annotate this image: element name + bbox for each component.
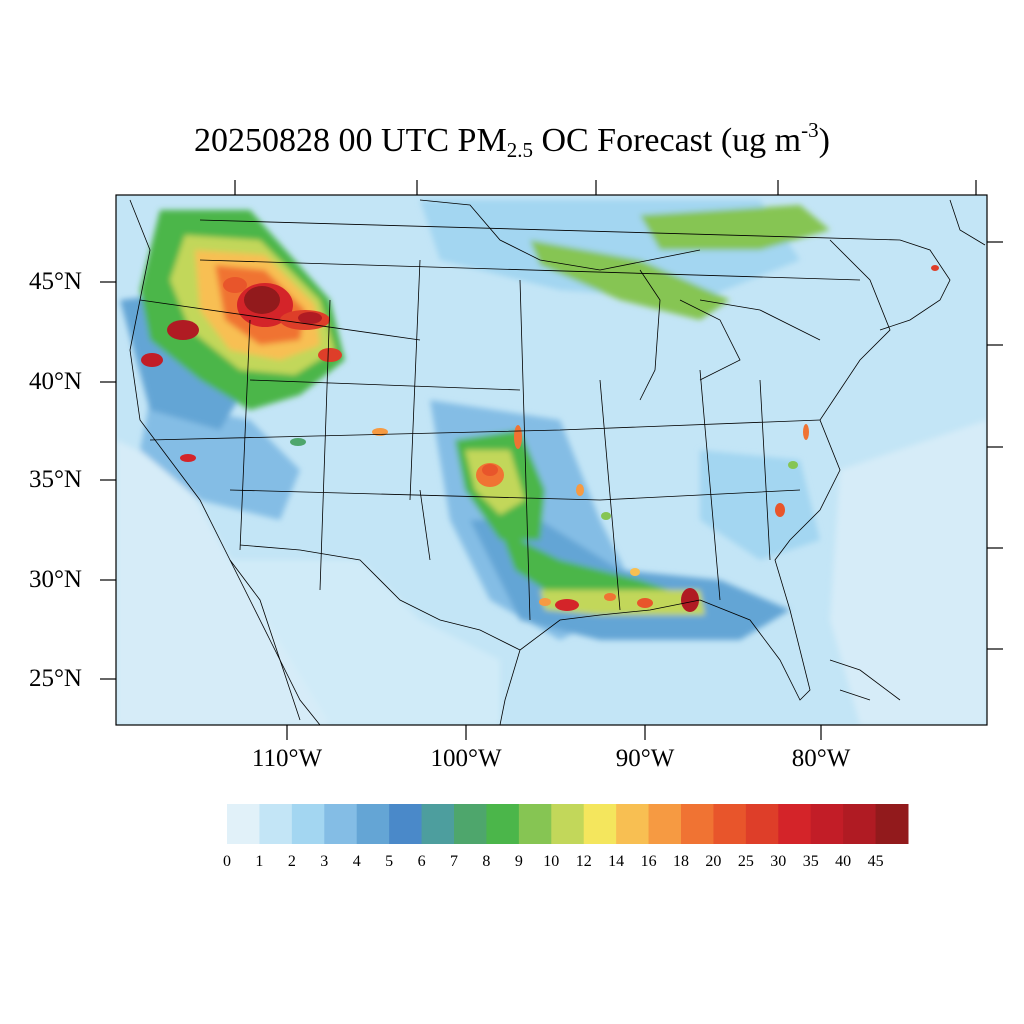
- colorbar-label: 20: [705, 853, 722, 870]
- colorbar-swatch: [486, 804, 520, 844]
- colorbar-label: 9: [514, 853, 523, 870]
- colorbar-label: 1: [255, 853, 264, 870]
- colorbar: [227, 804, 909, 844]
- colorbar-swatch: [389, 804, 423, 844]
- chart-title: 20250828 00 UTC PM2.5 OC Forecast (ug m-…: [194, 118, 830, 162]
- colorbar-swatch: [259, 804, 293, 844]
- lat-label-45n: 45°N: [28, 268, 82, 295]
- colorbar-label: 30: [770, 853, 787, 870]
- colorbar-swatch: [583, 804, 617, 844]
- colorbar-label: 14: [608, 853, 625, 870]
- colorbar-swatch: [713, 804, 747, 844]
- lat-label-35n: 35°N: [28, 466, 82, 493]
- lon-label-90w: 90°W: [615, 745, 675, 772]
- colorbar-swatch: [681, 804, 714, 844]
- map-frame: [115, 194, 988, 726]
- concentration-field: [116, 195, 987, 725]
- colorbar-swatch: [616, 804, 650, 844]
- map-ticks: [100, 180, 1003, 740]
- colorbar-label: 0: [223, 853, 231, 870]
- colorbar-label: 10: [543, 853, 560, 870]
- lon-label-80w: 80°W: [791, 745, 851, 772]
- colorbar-label: 7: [450, 853, 458, 870]
- lat-label-30n: 30°N: [28, 566, 82, 593]
- colorbar-swatch: [648, 804, 682, 844]
- colorbar-swatch: [454, 804, 487, 844]
- colorbar-label: 35: [802, 853, 819, 870]
- colorbar-label: 6: [417, 853, 426, 870]
- colorbar-swatch: [778, 804, 812, 844]
- lat-label-25n: 25°N: [28, 665, 82, 692]
- colorbar-label: 40: [835, 853, 852, 870]
- colorbar-label: 12: [575, 853, 592, 870]
- colorbar-label: 5: [385, 853, 394, 870]
- colorbar-swatch: [227, 804, 260, 844]
- lon-label-110w: 110°W: [251, 745, 323, 772]
- colorbar-swatch: [324, 804, 358, 844]
- colorbar-label: 45: [867, 853, 884, 870]
- colorbar-swatch: [421, 804, 455, 844]
- colorbar-swatch: [810, 804, 844, 844]
- colorbar-swatch: [843, 804, 877, 844]
- colorbar-label: 25: [737, 853, 754, 870]
- colorbar-swatch: [875, 804, 909, 844]
- colorbar-label: 4: [352, 853, 361, 870]
- colorbar-swatch: [551, 804, 585, 844]
- colorbar-label: 18: [673, 853, 689, 870]
- colorbar-swatch: [745, 804, 779, 844]
- colorbar-label: 8: [482, 853, 491, 870]
- colorbar-swatch: [518, 804, 552, 844]
- colorbar-label: 16: [640, 853, 657, 870]
- colorbar-swatch: [291, 804, 325, 844]
- colorbar-label: 3: [320, 853, 329, 870]
- colorbar-label: 2: [287, 853, 296, 870]
- lon-label-100w: 100°W: [430, 745, 502, 772]
- lat-label-40n: 40°N: [28, 368, 82, 395]
- colorbar-swatch: [356, 804, 390, 844]
